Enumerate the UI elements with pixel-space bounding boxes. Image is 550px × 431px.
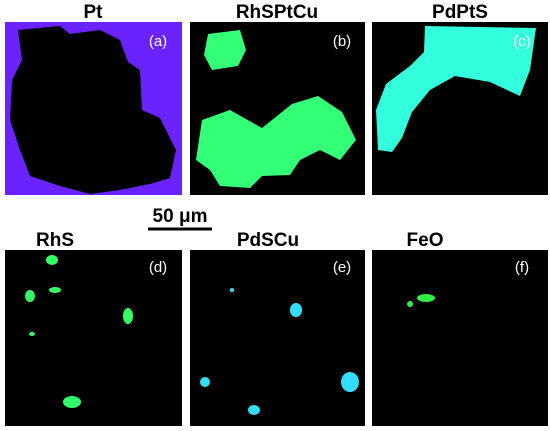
panel-label: (f) (515, 259, 529, 276)
panel-label: (a) (149, 33, 167, 50)
panel-title: PdPtS (432, 2, 488, 23)
panel-label: (d) (149, 259, 167, 276)
panel-d: (d) (5, 250, 182, 426)
panel-b: (b) (190, 22, 365, 195)
panel-f: (f) (372, 250, 548, 426)
scale-bar-label: 50 μm (153, 206, 208, 227)
panel-title: PdSCu (237, 230, 299, 251)
panel-title: RhSPtCu (236, 2, 318, 23)
panel-e: (e) (190, 250, 365, 426)
panel-c: (c) (372, 22, 548, 195)
panel-title: FeO (407, 230, 444, 251)
panel-title: Pt (84, 2, 104, 23)
panel-label: (b) (333, 33, 351, 50)
panel-label: (c) (513, 33, 531, 50)
panel-title: RhS (36, 230, 74, 251)
panel-label: (e) (333, 259, 351, 276)
panel-a: (a) (5, 22, 182, 195)
